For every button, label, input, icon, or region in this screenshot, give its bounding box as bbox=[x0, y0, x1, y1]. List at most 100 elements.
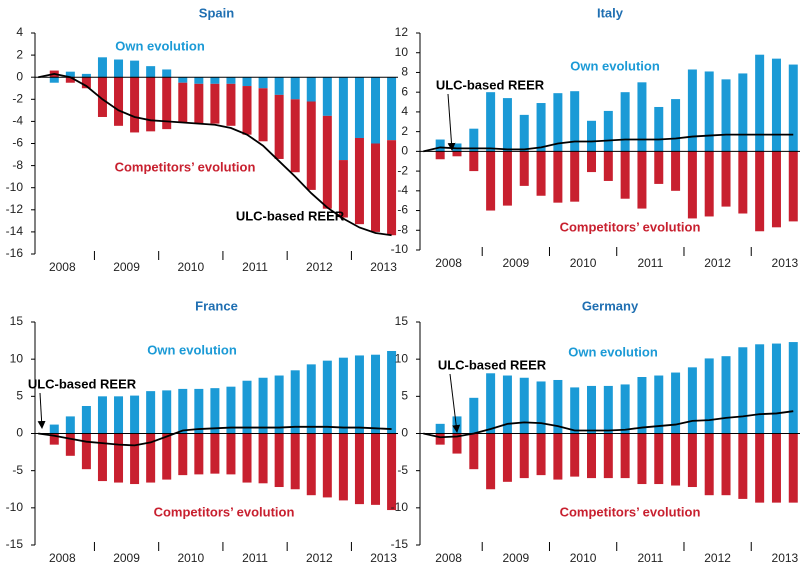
series-label: Competitors’ evolution bbox=[115, 159, 256, 174]
bar bbox=[290, 99, 300, 173]
bar bbox=[519, 377, 529, 434]
y-tick-label: 15 bbox=[10, 314, 24, 328]
y-tick-label: -10 bbox=[391, 242, 409, 256]
series-label: Own evolution bbox=[570, 58, 660, 73]
y-tick-label: 4 bbox=[401, 104, 408, 118]
bar bbox=[771, 151, 781, 228]
bar bbox=[788, 433, 798, 503]
bar bbox=[486, 151, 496, 211]
bar bbox=[435, 433, 445, 445]
bar bbox=[570, 433, 580, 477]
bar bbox=[486, 373, 496, 434]
bar bbox=[242, 380, 252, 434]
y-tick-label: 10 bbox=[10, 351, 24, 365]
panel-title: Spain bbox=[199, 5, 234, 20]
bar bbox=[387, 350, 397, 434]
bar bbox=[738, 73, 748, 152]
bar bbox=[553, 93, 563, 152]
y-tick-label: -5 bbox=[12, 463, 23, 477]
y-tick-label: 2 bbox=[401, 124, 408, 138]
bar bbox=[788, 342, 798, 434]
series-label: ULC-based REER bbox=[438, 357, 547, 372]
bar bbox=[755, 151, 765, 232]
y-tick-label: 5 bbox=[16, 389, 23, 403]
bar bbox=[81, 433, 91, 470]
bar bbox=[637, 433, 647, 485]
bar bbox=[338, 77, 348, 161]
panel-title: Italy bbox=[597, 5, 624, 20]
bar bbox=[755, 433, 765, 503]
panel-title: France bbox=[195, 298, 238, 313]
bar bbox=[226, 386, 236, 434]
bar bbox=[671, 99, 681, 152]
y-tick-label: 6 bbox=[401, 84, 408, 98]
y-tick-label: -4 bbox=[397, 183, 408, 197]
y-tick-label: 4 bbox=[16, 25, 23, 39]
bar bbox=[587, 120, 597, 152]
bar bbox=[637, 151, 647, 209]
bar bbox=[452, 143, 462, 152]
bar bbox=[603, 151, 613, 181]
label-arrow bbox=[37, 392, 46, 429]
series-label: ULC-based REER bbox=[436, 77, 545, 92]
x-tick-label: 2010 bbox=[570, 551, 597, 565]
x-tick-label: 2013 bbox=[370, 551, 397, 565]
bar bbox=[49, 433, 59, 445]
bar bbox=[620, 433, 630, 479]
bar bbox=[114, 59, 124, 78]
label-arrow bbox=[449, 373, 461, 433]
y-tick-label: -2 bbox=[397, 163, 408, 177]
bar bbox=[354, 355, 364, 434]
bar bbox=[771, 433, 781, 503]
bar bbox=[210, 433, 220, 474]
series-label: Competitors’ evolution bbox=[560, 219, 701, 234]
bar bbox=[536, 103, 546, 152]
bar bbox=[755, 344, 765, 434]
bar bbox=[290, 370, 300, 434]
bar bbox=[603, 433, 613, 479]
x-tick-label: 2012 bbox=[306, 260, 333, 274]
y-tick-label: 0 bbox=[401, 426, 408, 440]
bar bbox=[242, 433, 252, 483]
bar bbox=[371, 77, 381, 144]
bar bbox=[687, 151, 697, 219]
bar bbox=[114, 77, 124, 126]
bar bbox=[258, 88, 268, 142]
panel: Spain 4 2 0 -2 -4 -6 -8 -10 -12 -14 -16 2008 2009 2010… bbox=[6, 5, 398, 274]
y-tick-label: -8 bbox=[397, 222, 408, 236]
y-tick-label: -6 bbox=[12, 136, 23, 150]
bar bbox=[146, 433, 156, 483]
series-label: ULC-based REER bbox=[236, 208, 345, 223]
bar bbox=[97, 433, 107, 482]
y-tick-label: -15 bbox=[391, 537, 409, 551]
bar bbox=[788, 64, 798, 152]
bar bbox=[637, 377, 647, 434]
label-arrow bbox=[447, 93, 456, 151]
y-tick-label: -15 bbox=[6, 537, 24, 551]
y-tick-label: 0 bbox=[16, 426, 23, 440]
x-tick-label: 2009 bbox=[113, 551, 140, 565]
bar bbox=[338, 160, 348, 218]
panel-title: Germany bbox=[582, 298, 639, 313]
bar bbox=[65, 416, 75, 434]
bar bbox=[771, 58, 781, 152]
bar bbox=[226, 83, 236, 126]
bar bbox=[738, 347, 748, 434]
bar bbox=[306, 433, 316, 496]
bar bbox=[178, 77, 188, 83]
x-tick-label: 2008 bbox=[435, 551, 462, 565]
x-tick-label: 2009 bbox=[502, 256, 529, 270]
bar bbox=[654, 106, 664, 152]
bar bbox=[587, 385, 597, 434]
bar bbox=[788, 151, 798, 222]
bar bbox=[486, 433, 496, 490]
bar bbox=[603, 385, 613, 434]
bar bbox=[671, 372, 681, 434]
bar bbox=[654, 151, 664, 184]
panel: France 15 10 5 0 -5 -10 -15 2008 2009 2010 2011 2012… bbox=[6, 298, 398, 565]
bar bbox=[704, 151, 714, 217]
y-tick-label: 15 bbox=[395, 314, 409, 328]
bar bbox=[178, 82, 188, 123]
bar bbox=[687, 367, 697, 434]
